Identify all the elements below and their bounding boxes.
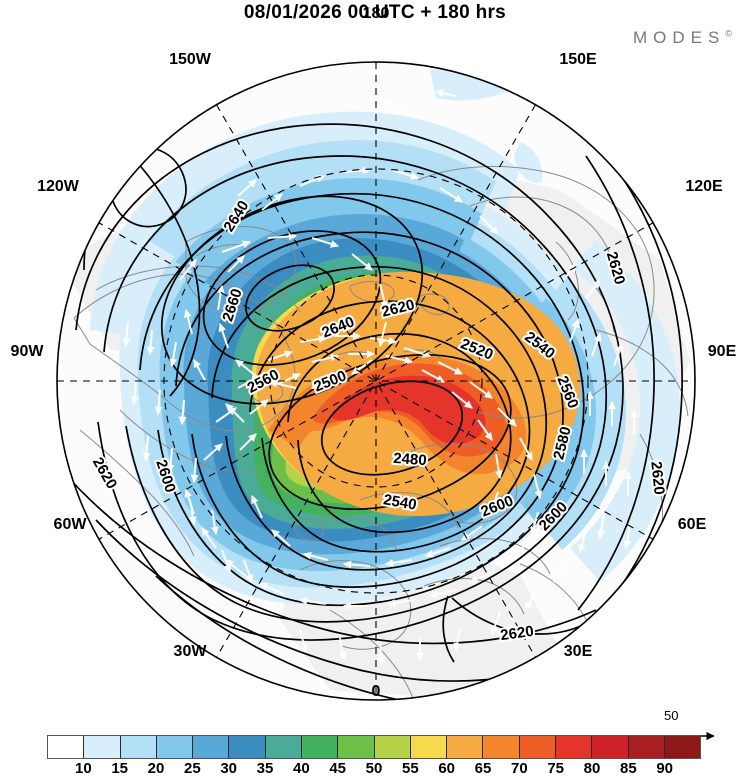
colorbar-tick: 90 xyxy=(656,760,673,777)
contour-label: 2540 xyxy=(382,491,418,514)
longitude-label: 150W xyxy=(169,51,211,68)
colorbar-tick: 25 xyxy=(183,760,201,777)
longitude-label: 60E xyxy=(677,516,707,533)
colorbar-cell xyxy=(374,736,411,758)
colorbar-cell xyxy=(628,736,665,758)
colorbar-tick: 20 xyxy=(147,760,165,777)
map-plot-area: 2640 2640 2660 2660 2620 2620 2640 2640 2620 2620… xyxy=(0,5,750,741)
colorbar-tick: 45 xyxy=(329,760,346,777)
longitude-label: 120W xyxy=(37,178,79,195)
copyright-mark: © xyxy=(725,28,732,39)
colorbar-cell xyxy=(193,736,230,758)
longitude-label: 0 xyxy=(371,683,381,700)
colorbar-cell xyxy=(48,736,85,758)
vector-scale-value: 50 xyxy=(664,708,679,723)
windspeed-fill xyxy=(90,67,681,605)
colorbar-cell xyxy=(519,736,556,758)
colorbar xyxy=(47,735,701,759)
modes-logo: MODES© xyxy=(633,28,732,48)
colorbar-tick: 80 xyxy=(583,760,601,777)
longitude-label: 30W xyxy=(173,643,207,660)
colorbar-tick: 85 xyxy=(619,760,637,777)
longitude-label: 30E xyxy=(563,643,593,660)
colorbar-cell xyxy=(338,736,375,758)
colorbar-cell xyxy=(447,736,484,758)
colorbar-cell xyxy=(84,736,121,758)
longitude-label: 120E xyxy=(685,178,723,195)
colorbar-tick: 65 xyxy=(474,760,492,777)
colorbar-cell xyxy=(664,736,701,758)
globe-outline xyxy=(56,61,696,701)
colorbar-tick: 35 xyxy=(256,760,274,777)
colorbar-cell xyxy=(592,736,629,758)
colorbar-tick: 10 xyxy=(74,760,92,777)
colorbar-cell xyxy=(410,736,448,758)
colorbar-tick-labels: 10 15 20 25 30 35 40 45 50 55 60 65 70 75 80 85 90 xyxy=(47,760,701,780)
contour-label: 2480 xyxy=(393,450,427,469)
page-title: 08/01/2026 00 UTC + 180 hrs xyxy=(243,2,507,23)
colorbar-tick: 75 xyxy=(547,760,564,777)
colorbar-tick: 70 xyxy=(510,760,528,777)
colorbar-tick: 40 xyxy=(292,760,310,777)
graticule xyxy=(57,62,695,700)
field-layers xyxy=(57,62,695,700)
longitude-label: 150E xyxy=(559,51,597,68)
colorbar-cell xyxy=(265,736,302,758)
colorbar-tick: 55 xyxy=(401,760,419,777)
longitude-label: 90W xyxy=(10,343,44,360)
colorbar-cell xyxy=(555,736,593,758)
modes-logo-text: MODES xyxy=(633,28,726,47)
contour-label: 2620 xyxy=(499,623,534,644)
longitude-label: 180 xyxy=(362,5,390,22)
colorbar-swatches xyxy=(47,735,701,759)
colorbar-cell xyxy=(156,736,194,758)
longitude-label: 60W xyxy=(53,516,87,533)
colorbar-cell xyxy=(229,736,266,758)
contour-label: 2620 xyxy=(647,461,667,496)
colorbar-tick: 30 xyxy=(220,760,237,777)
colorbar-tick: 15 xyxy=(111,760,128,777)
contour-label-halo: 2480 xyxy=(393,450,427,469)
colorbar-cell xyxy=(120,736,157,758)
colorbar-tick: 60 xyxy=(438,760,455,777)
colorbar-cell xyxy=(301,736,339,758)
colorbar-tick: 50 xyxy=(365,760,383,777)
longitude-label: 90E xyxy=(707,343,737,360)
colorbar-cell xyxy=(483,736,520,758)
